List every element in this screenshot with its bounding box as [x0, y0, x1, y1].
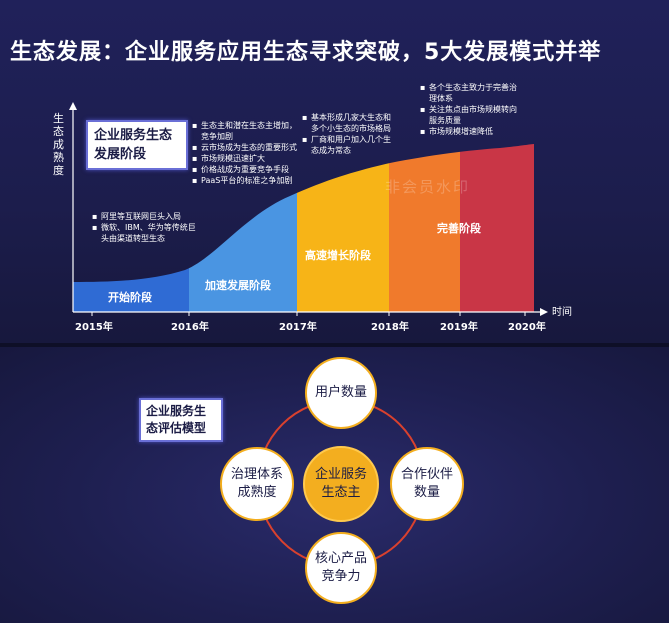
year-label-2020: 2020年	[508, 322, 546, 333]
note-item: 微软、IBM、华为等传统巨头由渠道转型生态	[92, 222, 196, 244]
model-node-right-label: 合作伙伴数量	[400, 467, 453, 500]
note-mature-stage: 各个生态主致力于完善治理体系 关注焦点由市场规模转向服务质量 市场规模增速降低	[420, 82, 521, 137]
model-node-right: 合作伙伴数量	[390, 447, 464, 521]
stage-chart-title-box: 企业服务生态发展阶段	[86, 120, 188, 170]
note-item: 生态主和潜在生态主增加，竞争加剧	[192, 120, 297, 142]
watermark: 非会员水印	[385, 178, 471, 196]
note-item: 价格战成为重要竞争手段	[192, 164, 297, 175]
note-item: PaaS平台的标准之争加剧	[192, 175, 297, 186]
model-node-bottom: 核心产品竞争力	[305, 532, 377, 604]
year-label-2019: 2019年	[440, 322, 478, 333]
model-center-node: 企业服务生态主	[303, 446, 379, 522]
note-item: 市场规模增速降低	[420, 126, 521, 137]
model-node-top: 用户数量	[305, 357, 377, 429]
model-center-label: 企业服务生态主	[314, 467, 367, 500]
stage-chart	[69, 102, 548, 316]
model-node-left: 治理体系成熟度	[220, 447, 294, 521]
y-axis-arrow	[69, 102, 77, 110]
year-label-2015: 2015年	[75, 322, 113, 333]
year-label-2017: 2017年	[279, 322, 317, 333]
note-item: 云市场成为生态的重要形式	[192, 142, 297, 153]
note-accelerating-stage: 生态主和潜在生态主增加，竞争加剧 云市场成为生态的重要形式 市场规模迅速扩大 价…	[192, 120, 297, 186]
year-label-2018: 2018年	[371, 322, 409, 333]
stage-label-mature: 完善阶段	[437, 222, 481, 235]
note-item: 关注焦点由市场规模转向服务质量	[420, 104, 521, 126]
note-item: 基本形成几家大生态和多个小生态的市场格局	[302, 112, 397, 134]
stage-label-accelerating: 加速发展阶段	[205, 279, 271, 292]
model-title: 企业服务生态评估模型	[146, 404, 207, 435]
page-title: 生态发展：企业服务应用生态寻求突破，5大发展模式并举	[10, 40, 602, 65]
note-item: 阿里等互联网巨头入局	[92, 211, 196, 222]
note-item: 各个生态主致力于完善治理体系	[420, 82, 521, 104]
model-title-box: 企业服务生态评估模型	[139, 398, 223, 442]
model-node-bottom-label: 核心产品竞争力	[314, 551, 367, 584]
stage-label-rapid-growth: 高速增长阶段	[305, 249, 371, 262]
stage-chart-title: 企业服务生态发展阶段	[94, 128, 173, 162]
x-axis-label: 时间	[552, 307, 572, 318]
note-item: 市场规模迅速扩大	[192, 153, 297, 164]
stage-band-transition	[389, 144, 460, 312]
year-label-2016: 2016年	[171, 322, 209, 333]
stage-label-start: 开始阶段	[108, 291, 152, 304]
x-axis-arrow	[540, 308, 548, 316]
model-node-left-label: 治理体系成熟度	[230, 467, 283, 500]
y-axis-label: 生态成熟度	[53, 112, 64, 177]
note-rapid-growth-stage: 基本形成几家大生态和多个小生态的市场格局 厂商和用户加入几个生态成为常态	[302, 112, 397, 156]
note-item: 厂商和用户加入几个生态成为常态	[302, 134, 397, 156]
note-start-stage: 阿里等互联网巨头入局 微软、IBM、华为等传统巨头由渠道转型生态	[92, 211, 196, 244]
model-node-top-label: 用户数量	[314, 385, 367, 400]
stage-band-mature	[460, 144, 534, 312]
panel-divider	[0, 343, 669, 347]
